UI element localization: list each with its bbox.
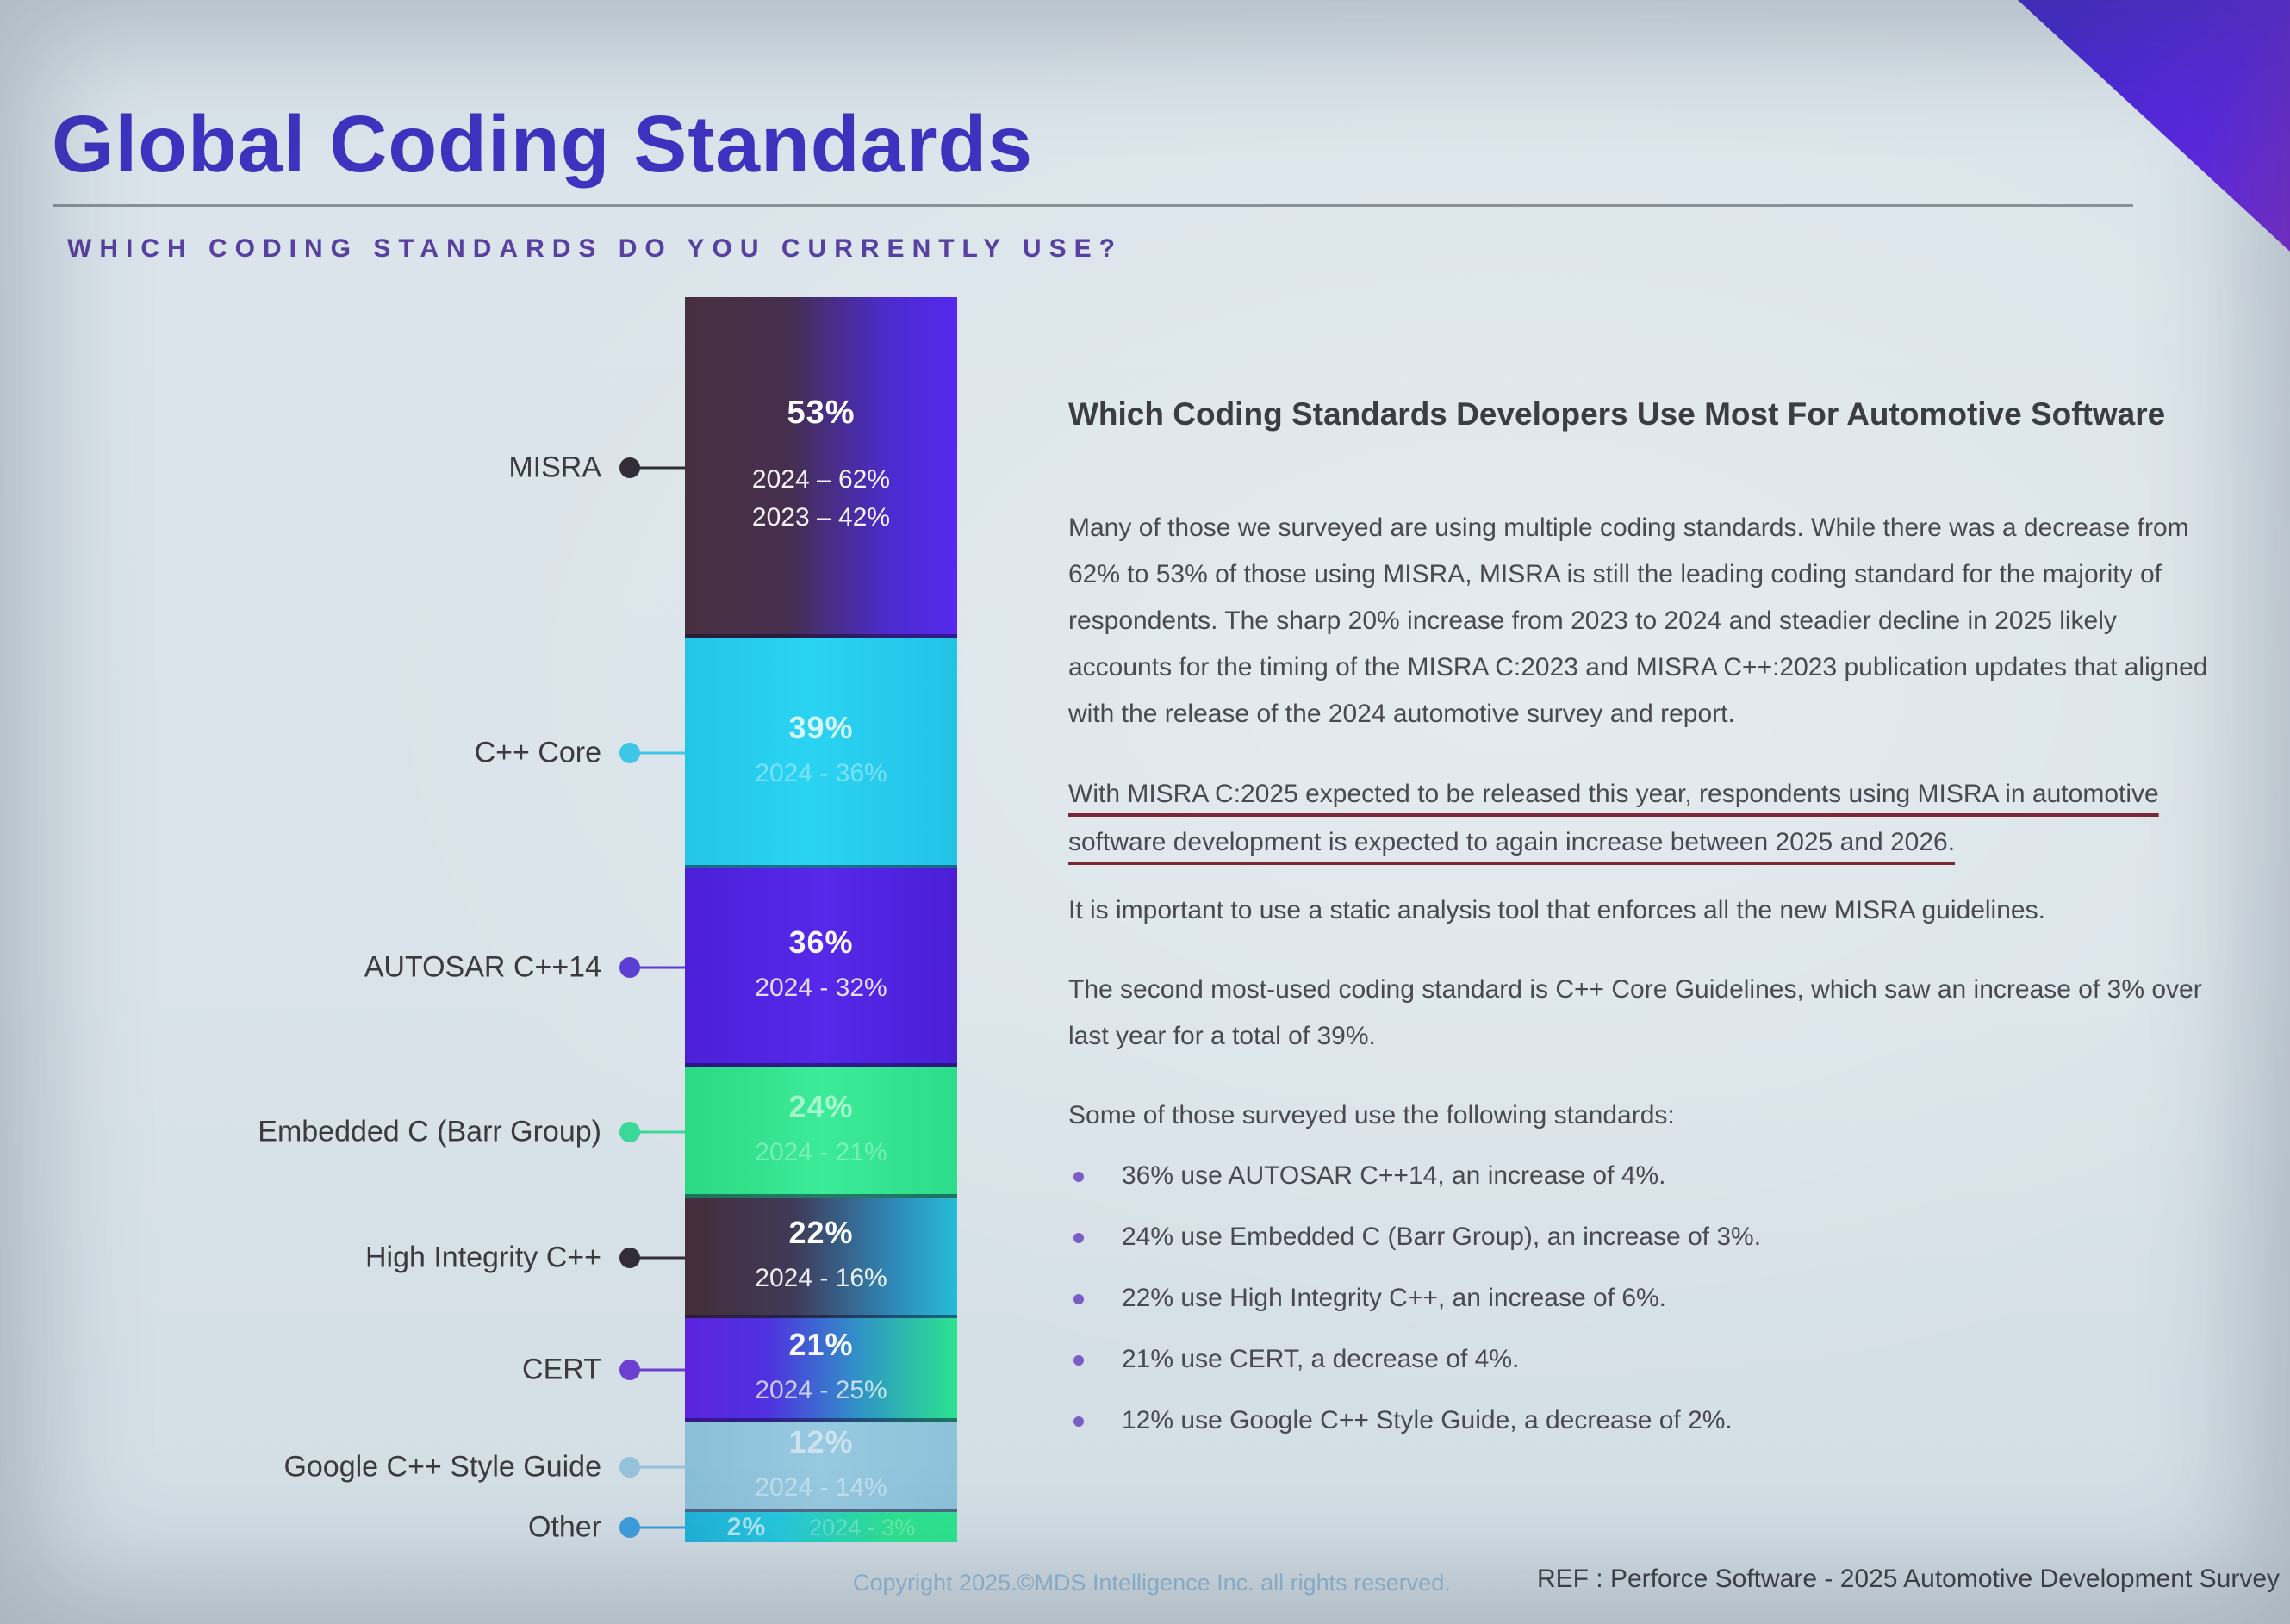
- segment-value: 39%: [788, 710, 854, 745]
- bullet-dot-icon: [1073, 1355, 1084, 1366]
- bullet-item: 12% use Google C++ Style Guide, a decrea…: [1073, 1406, 2228, 1435]
- segment-history: 2024 - 16%: [755, 1264, 887, 1292]
- copyright-text: Copyright 2025.©MDS Intelligence Inc. al…: [853, 1570, 1451, 1596]
- chart-question-subtitle: WHICH CODING STANDARDS DO YOU CURRENTLY …: [67, 234, 1123, 263]
- bar-label-misra: MISRA: [508, 451, 601, 483]
- segment-history: 2024 - 32%: [755, 974, 887, 1002]
- connector-line: [633, 1465, 685, 1468]
- connector-line: [633, 1130, 685, 1134]
- bullet-text: 22% use High Integrity C++, an increase …: [1122, 1284, 1667, 1312]
- chart-row-embedded-c: Embedded C (Barr Group) 24% 2024 - 21%: [0, 1067, 961, 1198]
- connector-line: [633, 466, 685, 469]
- bullet-item: 22% use High Integrity C++, an increase …: [1073, 1284, 2228, 1313]
- bar-segment-cpp-core: 39% 2024 - 36%: [685, 638, 957, 868]
- segment-value: 22%: [788, 1215, 854, 1250]
- bar-label-autosar: AUTOSAR C++14: [364, 950, 601, 984]
- chart-row-cert: CERT 21% 2024 - 25%: [0, 1318, 961, 1422]
- article-paragraph: Many of those we surveyed are using mult…: [1068, 513, 2208, 728]
- chart-row-misra: MISRA 53% 2024 – 62% 2023 – 42%: [0, 297, 961, 638]
- segment-history: 2024 – 62% 2023 – 42%: [752, 461, 890, 537]
- bar-label-high-integrity: High Integrity C++: [364, 1241, 601, 1274]
- bullet-item: 21% use CERT, a decrease of 4%.: [1073, 1345, 2228, 1374]
- segment-value: 2%: [726, 1512, 767, 1541]
- bar-label-google-style: Google C++ Style Guide: [283, 1450, 601, 1483]
- bullet-list: 36% use AUTOSAR C++14, an increase of 4%…: [1073, 1161, 2228, 1467]
- chart-row-autosar: AUTOSAR C++14 36% 2024 - 32%: [0, 868, 961, 1067]
- segment-history: 2024 - 25%: [755, 1376, 887, 1404]
- connector-line: [633, 1368, 685, 1372]
- bullet-text: 24% use Embedded C (Barr Group), an incr…: [1122, 1223, 1762, 1251]
- chart-row-other: Other 2% 2024 - 3%: [0, 1510, 961, 1543]
- bar-label-embedded-c: Embedded C (Barr Group): [258, 1115, 601, 1148]
- bar-label-cert: CERT: [522, 1353, 601, 1386]
- bar-label-other: Other: [527, 1510, 601, 1543]
- title-divider: [53, 204, 2133, 207]
- bullet-item: 36% use AUTOSAR C++14, an increase of 4%…: [1073, 1161, 2228, 1191]
- bar-segment-embedded-c: 24% 2024 - 21%: [685, 1067, 957, 1198]
- chart-row-cpp-core: C++ Core 39% 2024 - 36%: [0, 638, 961, 868]
- article-paragraph-underlined: With MISRA C:2025 expected to be release…: [1068, 780, 2159, 856]
- article-paragraph: The second most-used coding standard is …: [1068, 975, 2202, 1050]
- connector-line: [633, 966, 685, 969]
- reference-text: REF : Perforce Software - 2025 Automotiv…: [1536, 1565, 2280, 1593]
- bullet-dot-icon: [1073, 1233, 1084, 1243]
- segment-history-line: 2024 – 62%: [751, 465, 891, 494]
- bar-segment-autosar: 36% 2024 - 32%: [685, 868, 957, 1067]
- bar-label-cpp-core: C++ Core: [474, 736, 601, 769]
- chart-row-google-style: Google C++ Style Guide 12% 2024 - 14%: [0, 1422, 961, 1512]
- segment-value: 12%: [788, 1423, 854, 1459]
- segment-history: 2024 - 21%: [755, 1138, 887, 1167]
- segment-value: 53%: [787, 395, 856, 431]
- segment-history-line: 2023 – 42%: [751, 503, 891, 532]
- article-heading: Which Coding Standards Developers Use Mo…: [1068, 396, 2166, 432]
- bar-segment-other: 2% 2024 - 3%: [685, 1512, 957, 1542]
- chart-row-high-integrity: High Integrity C++ 22% 2024 - 16%: [0, 1198, 961, 1318]
- segment-value: 36%: [788, 924, 854, 960]
- bullet-text: 12% use Google C++ Style Guide, a decrea…: [1122, 1406, 1733, 1434]
- bullet-item: 24% use Embedded C (Barr Group), an incr…: [1073, 1223, 2228, 1252]
- connector-line: [633, 751, 685, 755]
- bar-segment-high-integrity: 22% 2024 - 16%: [685, 1198, 957, 1318]
- article-paragraph: It is important to use a static analysis…: [1068, 896, 2045, 924]
- bullet-text: 21% use CERT, a decrease of 4%.: [1122, 1345, 1520, 1373]
- segment-value: 21%: [788, 1327, 854, 1362]
- page-title: Global Coding Standards: [52, 99, 1034, 190]
- bar-segment-misra: 53% 2024 – 62% 2023 – 42%: [685, 297, 957, 638]
- bullet-dot-icon: [1073, 1416, 1084, 1427]
- bar-segment-google-style: 12% 2024 - 14%: [685, 1422, 957, 1512]
- bullet-dot-icon: [1073, 1294, 1084, 1304]
- connector-line: [633, 1256, 685, 1260]
- bullet-text: 36% use AUTOSAR C++14, an increase of 4%…: [1122, 1161, 1666, 1190]
- bar-segment-cert: 21% 2024 - 25%: [685, 1318, 957, 1422]
- connector-line: [633, 1526, 685, 1528]
- bullet-dot-icon: [1073, 1172, 1084, 1182]
- segment-history: 2024 - 14%: [755, 1472, 887, 1502]
- corner-accent-triangle: [2018, 0, 2290, 252]
- article-paragraph: Some of those surveyed use the following…: [1068, 1101, 1675, 1129]
- segment-history: 2024 - 36%: [755, 759, 887, 787]
- segment-value: 24%: [788, 1089, 854, 1124]
- segment-history: 2024 - 3%: [809, 1514, 916, 1540]
